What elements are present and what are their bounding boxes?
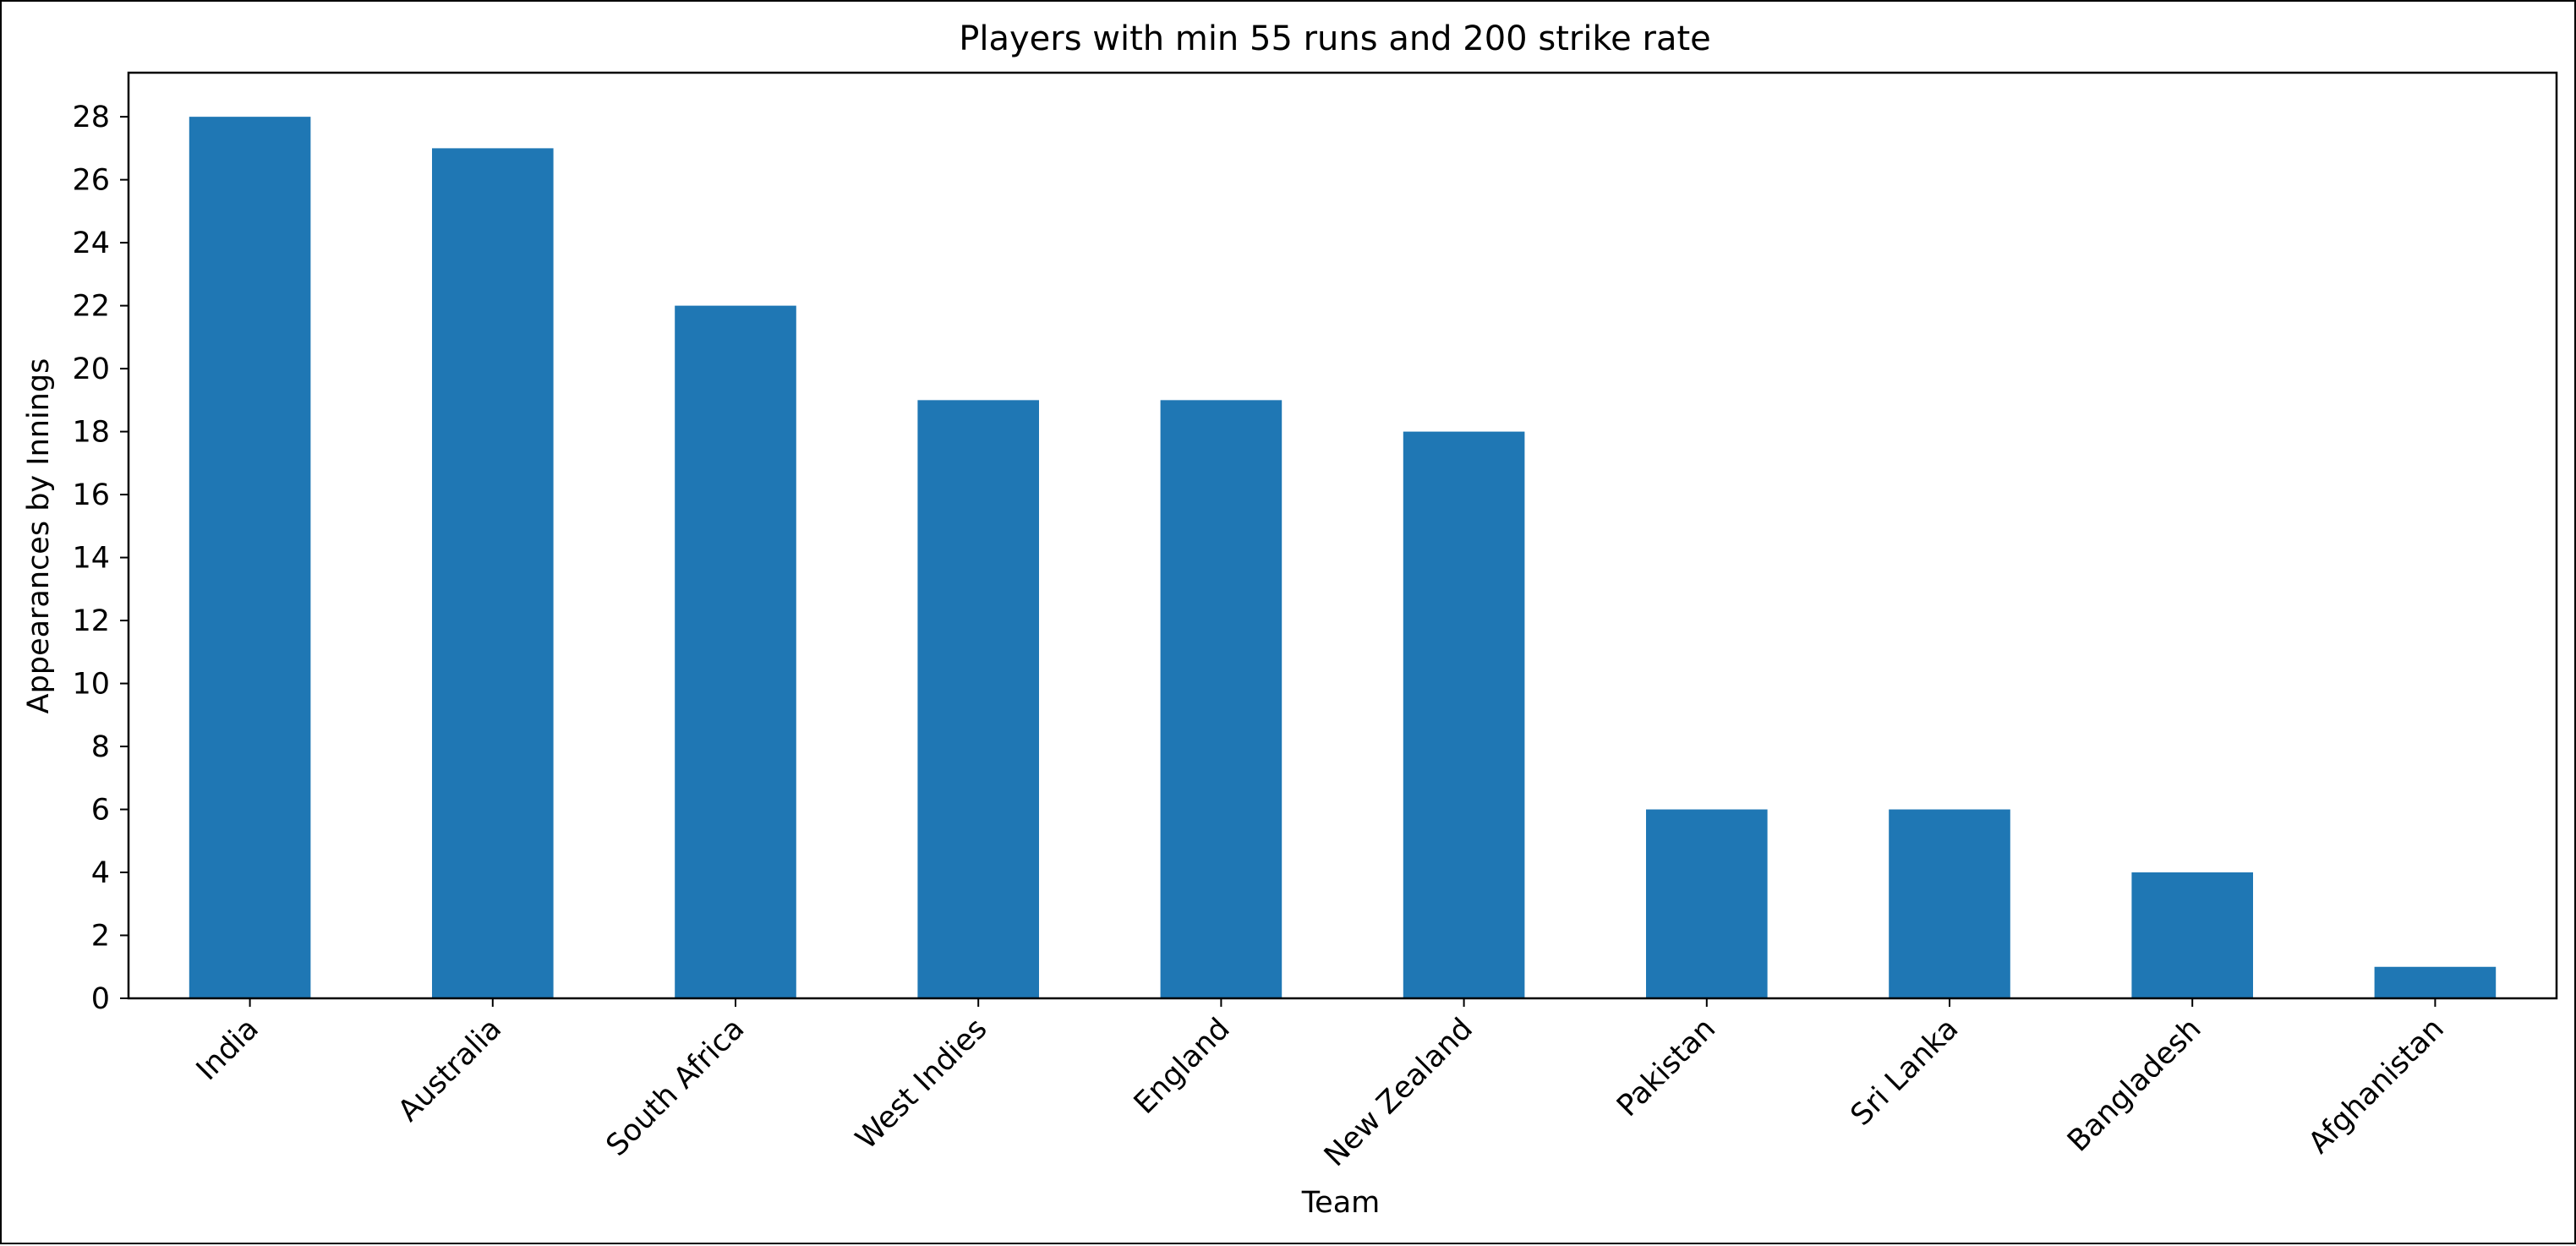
x-tick-label: England	[1128, 1012, 1237, 1121]
y-tick-label: 2	[91, 920, 110, 954]
x-tick-label: Sri Lanka	[1845, 1012, 1966, 1133]
bar-pakistan	[1646, 809, 1768, 998]
bar-india	[189, 117, 311, 999]
y-tick-label: 16	[72, 478, 110, 512]
y-tick-label: 12	[72, 604, 110, 638]
y-tick-label: 14	[72, 542, 110, 576]
y-tick-label: 28	[72, 101, 110, 134]
bar-australia	[432, 148, 554, 998]
bar-sri-lanka	[1889, 809, 2010, 998]
y-tick-label: 10	[72, 668, 110, 702]
x-tick-label: Pakistan	[1611, 1012, 1722, 1123]
bar-bangladesh	[2131, 872, 2253, 998]
y-tick-label: 22	[72, 290, 110, 324]
y-tick-label: 6	[91, 794, 110, 828]
y-tick-label: 4	[91, 856, 110, 890]
x-axis: India Australia South Africa West Indies Eng…	[190, 998, 2451, 1173]
y-tick-label: 24	[72, 227, 110, 260]
x-tick-label: New Zealand	[1318, 1012, 1479, 1173]
bar-south-africa	[675, 305, 796, 998]
x-tick-label: India	[190, 1012, 265, 1087]
plot-area-frame	[127, 71, 2558, 1000]
bar-west-indies	[917, 400, 1039, 998]
y-tick-label: 26	[72, 164, 110, 198]
y-tick-label: 8	[91, 730, 110, 764]
y-tick-label: 20	[72, 352, 110, 386]
chart-title: Players with min 55 runs and 200 strike …	[959, 19, 1711, 58]
y-tick-label: 0	[91, 982, 110, 1016]
x-tick-label: Afghanistan	[2302, 1012, 2451, 1161]
bars-group	[189, 117, 2497, 999]
x-tick-label: South Africa	[600, 1012, 752, 1163]
bar-new-zealand	[1403, 431, 1525, 999]
bar-england	[1160, 400, 1283, 998]
x-tick-label: Bangladesh	[2061, 1012, 2207, 1158]
x-axis-label: Team	[1301, 1186, 1381, 1220]
x-tick-label: West Indies	[850, 1012, 994, 1156]
bar-afghanistan	[2374, 966, 2497, 998]
y-tick-label: 18	[72, 416, 110, 450]
x-tick-label: Australia	[391, 1012, 508, 1129]
y-axis-label: Appearances by Innings	[22, 358, 56, 714]
